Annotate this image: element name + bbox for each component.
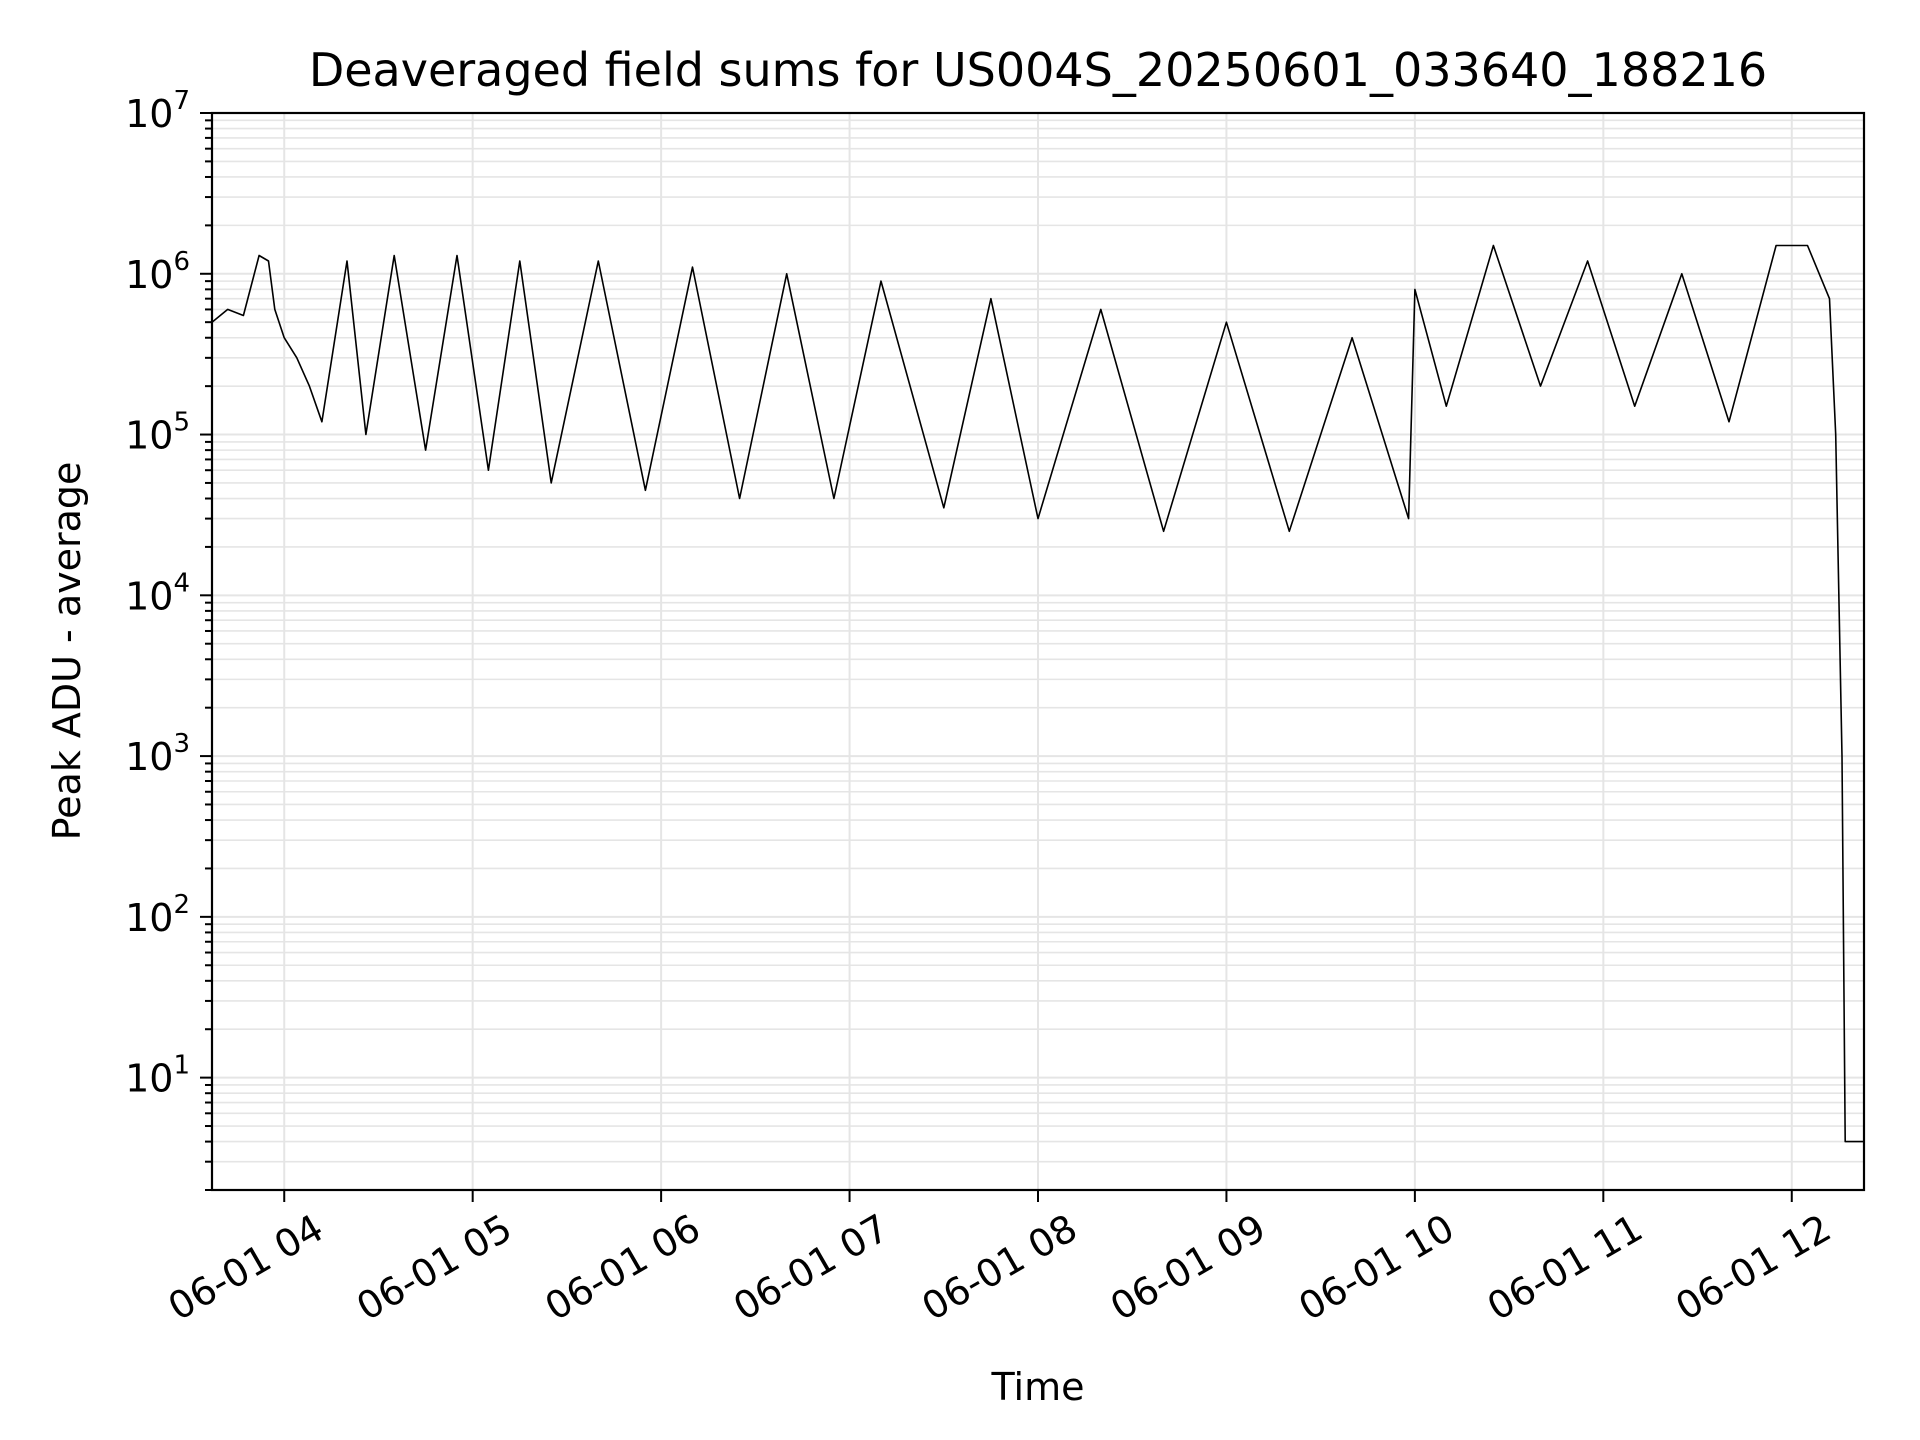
y-tick-base: 10 [125, 253, 173, 297]
series-layer [211, 244, 1864, 1143]
y-tick-exponent: 6 [173, 247, 190, 277]
grid-layer [212, 112, 1864, 1191]
y-tick-exponent: 4 [173, 568, 190, 598]
y-tick-label: 103 [125, 729, 190, 779]
y-tick-exponent: 1 [173, 1051, 190, 1081]
y-tick-label: 104 [125, 568, 190, 618]
y-tick-base: 10 [125, 574, 173, 618]
y-tick-base: 10 [125, 735, 173, 779]
y-tick-base: 10 [125, 896, 173, 940]
y-tick-exponent: 7 [173, 86, 190, 116]
y-tick-exponent: 3 [173, 729, 190, 759]
y-tick-label: 102 [125, 890, 190, 940]
x-axis-label: Time [991, 1365, 1085, 1409]
y-tick-label: 106 [125, 247, 190, 297]
y-tick-exponent: 2 [173, 890, 190, 920]
y-tick-base: 10 [125, 1057, 173, 1101]
y-tick-label: 107 [125, 86, 190, 136]
y-axis-label: Peak ADU - average [45, 462, 89, 841]
y-tick-label: 105 [125, 408, 190, 458]
chart-title: Deaveraged field sums for US004S_2025060… [309, 43, 1767, 97]
y-tick-base: 10 [125, 92, 173, 136]
y-tick-base: 10 [125, 414, 173, 458]
series-line [211, 244, 1864, 1143]
y-tick-exponent: 5 [173, 408, 190, 438]
y-tick-label: 101 [125, 1051, 190, 1101]
